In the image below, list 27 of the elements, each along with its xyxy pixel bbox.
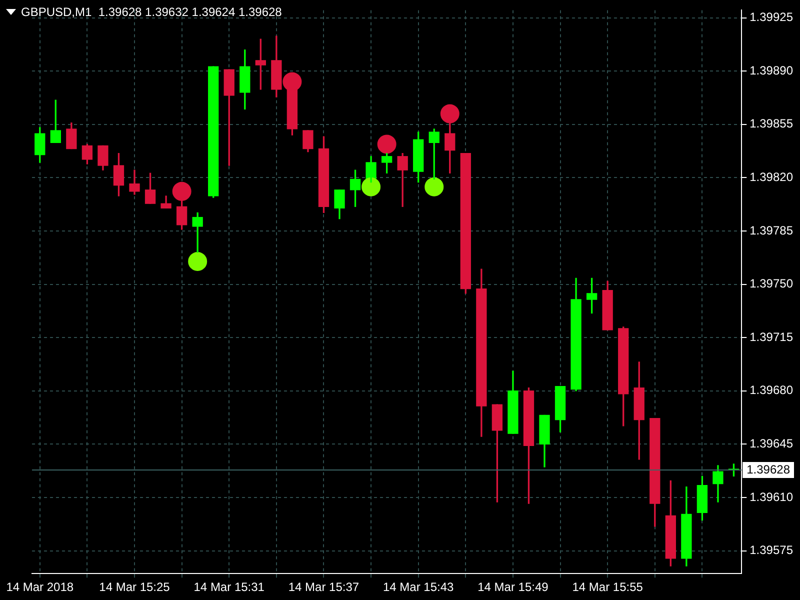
x-tick-label: 14 Mar 15:49 [478, 580, 549, 594]
y-tick-label: 1.39890 [750, 63, 794, 78]
ref-line-label: 1.39628 [746, 462, 790, 476]
y-tick-label: 1.39575 [750, 543, 794, 558]
point [282, 72, 302, 92]
point [424, 177, 444, 196]
y-tick-label: 1.39645 [750, 436, 794, 450]
point [440, 104, 460, 124]
x-tick-label: 14 Mar 15:37 [288, 580, 360, 594]
y-tick-label: 1.39750 [750, 276, 794, 291]
y-tick-label: 1.39680 [750, 383, 794, 398]
chart-title: GBPUSD,M1 1.39628 1.39632 1.39624 1.39628 [21, 5, 282, 19]
y-tick-label: 1.39715 [750, 330, 794, 344]
x-tick-label: 14 Mar 15:55 [572, 580, 644, 594]
point [377, 134, 396, 154]
x-tick-label: 14 Mar 15:43 [382, 580, 454, 594]
y-tick-label: 1.39925 [750, 10, 794, 24]
y-tick-label: 1.39610 [750, 490, 794, 504]
x-tick-label: 14 Mar 2018 [6, 580, 74, 594]
point [188, 252, 208, 271]
y-tick-label: 1.39785 [750, 223, 794, 238]
point [362, 177, 381, 196]
x-tick-label: 14 Mar 15:31 [194, 580, 265, 594]
x-tick-label: 14 Mar 15:25 [99, 580, 170, 594]
point [172, 182, 192, 201]
y-tick-label: 1.39820 [750, 170, 794, 184]
y-tick-label: 1.39855 [750, 116, 794, 131]
